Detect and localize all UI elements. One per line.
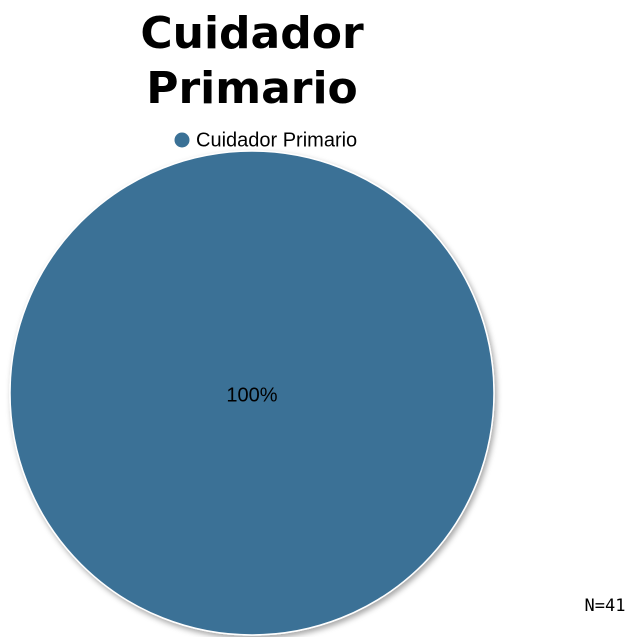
pie-slice [9,150,495,636]
annotation: N=41 [585,596,626,616]
legend-label: Cuidador Primario [196,129,357,151]
data-label: 100% [226,384,277,406]
chart-title: Cuidador Primario [140,8,364,114]
legend-marker [174,132,190,148]
